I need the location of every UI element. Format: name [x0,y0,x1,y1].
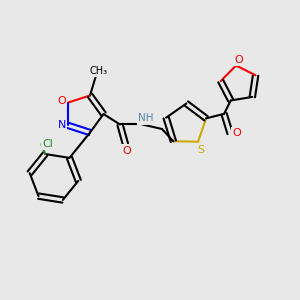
Text: O: O [232,128,241,138]
Text: S: S [197,145,205,155]
Text: NH: NH [138,113,154,124]
Text: N: N [57,121,66,130]
Text: O: O [122,146,131,156]
Text: CH₃: CH₃ [90,66,108,76]
Text: O: O [57,96,66,106]
Text: Cl: Cl [43,139,53,149]
Text: O: O [235,55,243,64]
